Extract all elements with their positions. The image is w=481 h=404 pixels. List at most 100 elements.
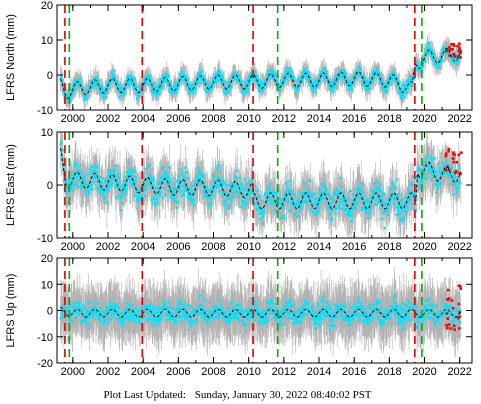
data-point bbox=[380, 194, 383, 198]
data-point bbox=[197, 173, 200, 176]
data-point bbox=[323, 191, 327, 194]
data-point bbox=[268, 185, 271, 189]
data-point bbox=[327, 78, 330, 81]
data-point bbox=[362, 74, 366, 77]
data-point bbox=[425, 48, 428, 51]
data-point bbox=[111, 69, 114, 72]
data-point bbox=[302, 76, 306, 79]
data-point bbox=[308, 195, 312, 199]
data-point bbox=[168, 178, 172, 181]
data-point bbox=[305, 75, 309, 79]
data-point bbox=[220, 81, 224, 84]
data-point bbox=[217, 177, 221, 180]
x-tick-label: 2016 bbox=[342, 241, 366, 253]
data-point bbox=[239, 205, 243, 208]
model-line bbox=[60, 47, 461, 99]
data-point bbox=[369, 210, 372, 214]
data-point bbox=[164, 193, 167, 196]
data-point bbox=[217, 69, 220, 72]
data-point bbox=[160, 85, 163, 89]
data-point bbox=[282, 83, 285, 86]
data-point bbox=[283, 190, 287, 194]
data-point bbox=[296, 203, 299, 206]
data-point bbox=[144, 188, 147, 191]
data-point bbox=[218, 164, 221, 167]
data-point bbox=[194, 88, 197, 91]
x-tick-label: 2018 bbox=[377, 241, 401, 253]
data-point bbox=[374, 182, 377, 185]
data-point bbox=[76, 172, 79, 176]
y-axis-label: LFRS East (mm) bbox=[5, 144, 17, 226]
data-point bbox=[331, 82, 335, 85]
data-point bbox=[329, 204, 333, 208]
data-point bbox=[390, 75, 393, 78]
data-point bbox=[120, 191, 123, 194]
data-point bbox=[328, 203, 331, 207]
data-point bbox=[193, 87, 196, 90]
data-point bbox=[301, 200, 304, 203]
data-point bbox=[401, 84, 405, 87]
data-point bbox=[378, 72, 381, 76]
data-point bbox=[78, 85, 81, 88]
data-point bbox=[110, 184, 113, 187]
data-point bbox=[324, 189, 327, 192]
recent-point bbox=[444, 154, 448, 158]
data-point bbox=[432, 167, 435, 170]
data-point bbox=[305, 69, 308, 72]
x-tick-label: 2010 bbox=[236, 113, 260, 125]
data-point bbox=[321, 197, 324, 200]
data-point bbox=[450, 167, 453, 170]
data-point bbox=[175, 206, 179, 210]
data-point bbox=[455, 187, 458, 191]
data-point bbox=[217, 79, 221, 82]
x-tick-label: 2014 bbox=[307, 113, 331, 125]
data-point bbox=[179, 190, 183, 193]
data-point bbox=[147, 183, 150, 186]
data-point bbox=[206, 196, 210, 199]
data-point bbox=[439, 183, 442, 186]
recent-point bbox=[458, 42, 461, 45]
data-point bbox=[119, 92, 122, 96]
data-point bbox=[192, 199, 195, 202]
data-point bbox=[459, 53, 462, 56]
recent-point bbox=[456, 55, 460, 58]
data-point bbox=[206, 90, 209, 93]
data-point bbox=[398, 211, 402, 215]
data-point bbox=[83, 181, 86, 184]
data-point bbox=[167, 74, 170, 77]
data-point bbox=[194, 85, 197, 89]
data-point bbox=[157, 92, 160, 95]
data-point bbox=[226, 86, 229, 90]
data-point bbox=[309, 193, 312, 197]
data-point bbox=[402, 93, 405, 97]
data-point bbox=[195, 80, 199, 83]
data-point bbox=[155, 193, 158, 196]
data-point bbox=[431, 172, 434, 176]
data-point bbox=[85, 194, 88, 197]
recent-point bbox=[447, 147, 451, 151]
data-point bbox=[106, 181, 109, 184]
data-point bbox=[201, 173, 204, 177]
data-point bbox=[360, 73, 363, 76]
data-point bbox=[367, 216, 370, 220]
data-point bbox=[310, 208, 313, 211]
data-point bbox=[105, 91, 108, 94]
data-point bbox=[176, 87, 179, 91]
data-point bbox=[400, 198, 404, 202]
data-point bbox=[232, 191, 236, 194]
data-point bbox=[408, 80, 411, 83]
x-tick-label: 2014 bbox=[307, 241, 331, 253]
data-point bbox=[138, 189, 142, 193]
data-point bbox=[414, 208, 417, 212]
data-point bbox=[165, 72, 168, 76]
data-point bbox=[411, 175, 415, 178]
data-point bbox=[60, 79, 64, 82]
data-point bbox=[196, 74, 200, 77]
data-point bbox=[282, 197, 285, 200]
data-point bbox=[318, 192, 321, 195]
data-point bbox=[434, 191, 438, 194]
data-point bbox=[330, 86, 333, 89]
data-point bbox=[313, 202, 316, 205]
data-point bbox=[223, 80, 226, 83]
data-point bbox=[86, 97, 89, 100]
